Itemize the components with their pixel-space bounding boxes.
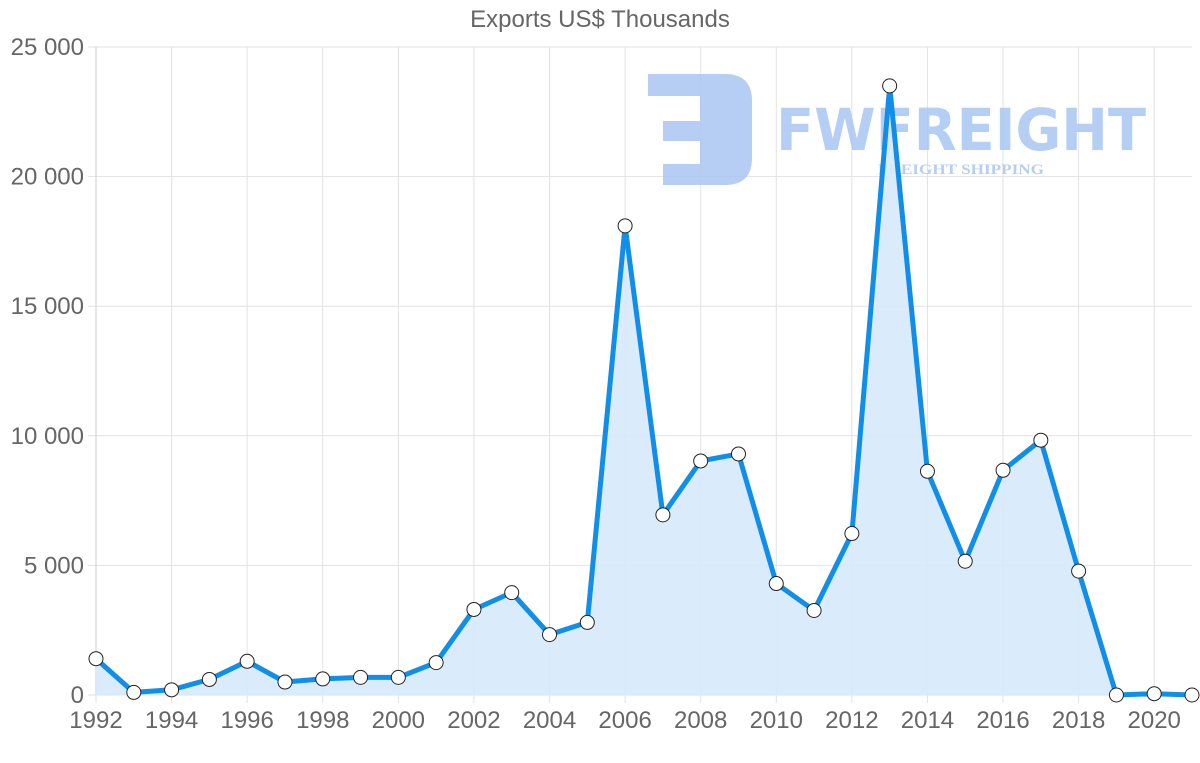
x-tick-label: 2000 xyxy=(372,707,425,734)
data-point-2004[interactable] xyxy=(542,627,558,643)
data-point-1998[interactable] xyxy=(315,671,331,687)
data-point-2005[interactable] xyxy=(579,614,595,630)
y-tick-label: 10 000 xyxy=(11,423,84,450)
y-tick-label: 20 000 xyxy=(11,164,84,191)
y-tick-label: 25 000 xyxy=(11,34,84,61)
data-point-1992[interactable] xyxy=(88,651,104,667)
data-point-1996[interactable] xyxy=(239,653,255,669)
data-point-2020[interactable] xyxy=(1146,686,1162,702)
x-tick-label: 1996 xyxy=(220,707,273,734)
x-tick-label: 2018 xyxy=(1052,707,1105,734)
data-point-1999[interactable] xyxy=(353,669,369,685)
logo-icon xyxy=(648,74,752,185)
x-tick-label: 2002 xyxy=(447,707,500,734)
data-point-2000[interactable] xyxy=(390,669,406,685)
data-point-2016[interactable] xyxy=(995,462,1011,478)
watermark-logo: FWFREIGHT FREIGHT SHIPPING xyxy=(648,74,1146,185)
x-tick-label: 1992 xyxy=(69,707,122,734)
x-tick-label: 2008 xyxy=(674,707,727,734)
data-point-2002[interactable] xyxy=(466,601,482,617)
data-point-2006[interactable] xyxy=(617,218,633,234)
data-point-2015[interactable] xyxy=(957,553,973,569)
data-point-1997[interactable] xyxy=(277,674,293,690)
data-points xyxy=(88,78,1200,703)
x-tick-label: 1994 xyxy=(145,707,198,734)
data-point-2017[interactable] xyxy=(1033,432,1049,448)
data-point-2018[interactable] xyxy=(1071,563,1087,579)
y-axis: 0 5 000 10 000 15 000 20 000 25 000 xyxy=(11,34,84,709)
data-point-1995[interactable] xyxy=(201,671,217,687)
area-fill xyxy=(96,85,1192,695)
x-tick-label: 2012 xyxy=(825,707,878,734)
x-tick-label: 2006 xyxy=(598,707,651,734)
chart-title: Exports US$ Thousands xyxy=(470,6,730,33)
data-point-2021[interactable] xyxy=(1184,687,1200,703)
y-tick-label: 0 xyxy=(71,682,84,709)
data-point-2011[interactable] xyxy=(806,603,822,619)
watermark-tagline: FREIGHT SHIPPING xyxy=(878,162,1044,178)
y-tick-label: 15 000 xyxy=(11,293,84,320)
data-point-2012[interactable] xyxy=(844,526,860,542)
x-tick-label: 1998 xyxy=(296,707,349,734)
data-point-1994[interactable] xyxy=(164,682,180,698)
x-tick-label: 2014 xyxy=(901,707,954,734)
data-point-2008[interactable] xyxy=(693,453,709,469)
data-point-2019[interactable] xyxy=(1108,687,1124,703)
data-point-2009[interactable] xyxy=(730,446,746,462)
data-point-2003[interactable] xyxy=(504,585,520,601)
data-point-2007[interactable] xyxy=(655,507,671,523)
data-point-2014[interactable] xyxy=(919,463,935,479)
x-axis: 1992 1994 1996 1998 2000 2002 2004 2006 2008 2010… xyxy=(69,707,1181,734)
x-tick-label: 2020 xyxy=(1128,707,1181,734)
data-point-2010[interactable] xyxy=(768,576,784,592)
x-tick-label: 2016 xyxy=(976,707,1029,734)
data-point-2001[interactable] xyxy=(428,655,444,671)
data-point-2013[interactable] xyxy=(882,78,898,94)
y-tick-label: 5 000 xyxy=(24,552,84,579)
x-tick-label: 2004 xyxy=(523,707,576,734)
data-point-1993[interactable] xyxy=(126,684,142,700)
x-tick-label: 2010 xyxy=(750,707,803,734)
watermark-brand: FWFREIGHT xyxy=(776,96,1146,164)
